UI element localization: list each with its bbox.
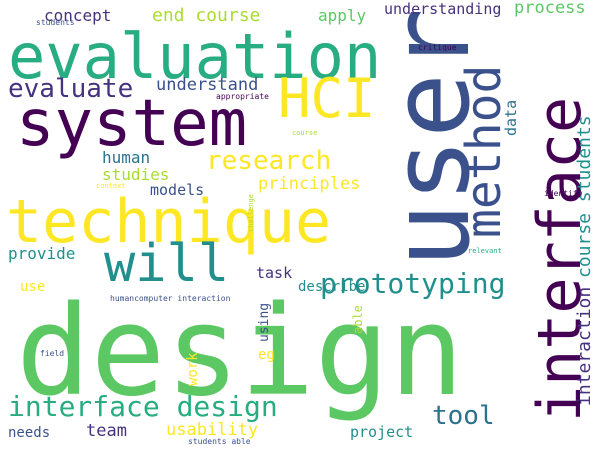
word-process: process bbox=[514, 0, 586, 18]
word-project: project bbox=[350, 423, 414, 441]
word-relevant: relevant bbox=[468, 247, 502, 255]
word-identify: identify bbox=[544, 189, 583, 198]
word-eg: eg bbox=[258, 347, 275, 363]
word-technique: technique bbox=[6, 187, 332, 257]
word-needs: needs bbox=[8, 425, 51, 441]
word-models: models bbox=[150, 181, 205, 199]
word-understand: understand bbox=[156, 75, 259, 95]
word-humancomputer-interaction: humancomputer interaction bbox=[110, 294, 231, 303]
word-provide: provide bbox=[8, 244, 76, 263]
word-challenge: challenge bbox=[247, 194, 255, 232]
word-able: able bbox=[351, 305, 365, 334]
word-evaluation: evaluation bbox=[8, 20, 382, 93]
word-system: system bbox=[16, 87, 248, 161]
word-end-course: end course bbox=[152, 5, 261, 26]
word-evaluate: evaluate bbox=[8, 74, 134, 104]
word-team: team bbox=[86, 421, 127, 441]
word-apply: apply bbox=[318, 6, 367, 25]
word-prototyping: prototyping bbox=[320, 267, 506, 300]
word-interface-design: interface design bbox=[8, 390, 278, 423]
word-will: will bbox=[104, 234, 230, 294]
word-design: design bbox=[16, 280, 464, 424]
word-students-able: students able bbox=[188, 437, 251, 446]
word-course: course bbox=[292, 129, 318, 137]
word-describe: describe bbox=[298, 279, 366, 295]
word-field: field bbox=[40, 349, 65, 358]
word-interaction: interaction bbox=[574, 286, 595, 406]
word-concept: concept bbox=[44, 6, 112, 25]
word-data: data bbox=[502, 99, 520, 136]
word-human: human bbox=[102, 148, 151, 167]
word-using: using bbox=[257, 302, 272, 342]
word-understanding: understanding bbox=[384, 0, 502, 18]
word-principles: principles bbox=[258, 174, 361, 194]
word-research: research bbox=[206, 146, 332, 176]
word-work: work bbox=[185, 352, 201, 386]
word-hci: HCI bbox=[278, 67, 376, 130]
word-method: method bbox=[456, 64, 512, 238]
word-context: context bbox=[96, 182, 126, 190]
word-studies: studies bbox=[102, 165, 170, 184]
word-usability: usability bbox=[166, 420, 259, 440]
word-tool: tool bbox=[432, 401, 495, 431]
word-students: students bbox=[36, 18, 75, 27]
word-task: task bbox=[256, 264, 293, 282]
word-appropriate: appropriate bbox=[216, 92, 269, 101]
word-critique: critique bbox=[418, 43, 457, 52]
word-use: use bbox=[20, 279, 46, 295]
